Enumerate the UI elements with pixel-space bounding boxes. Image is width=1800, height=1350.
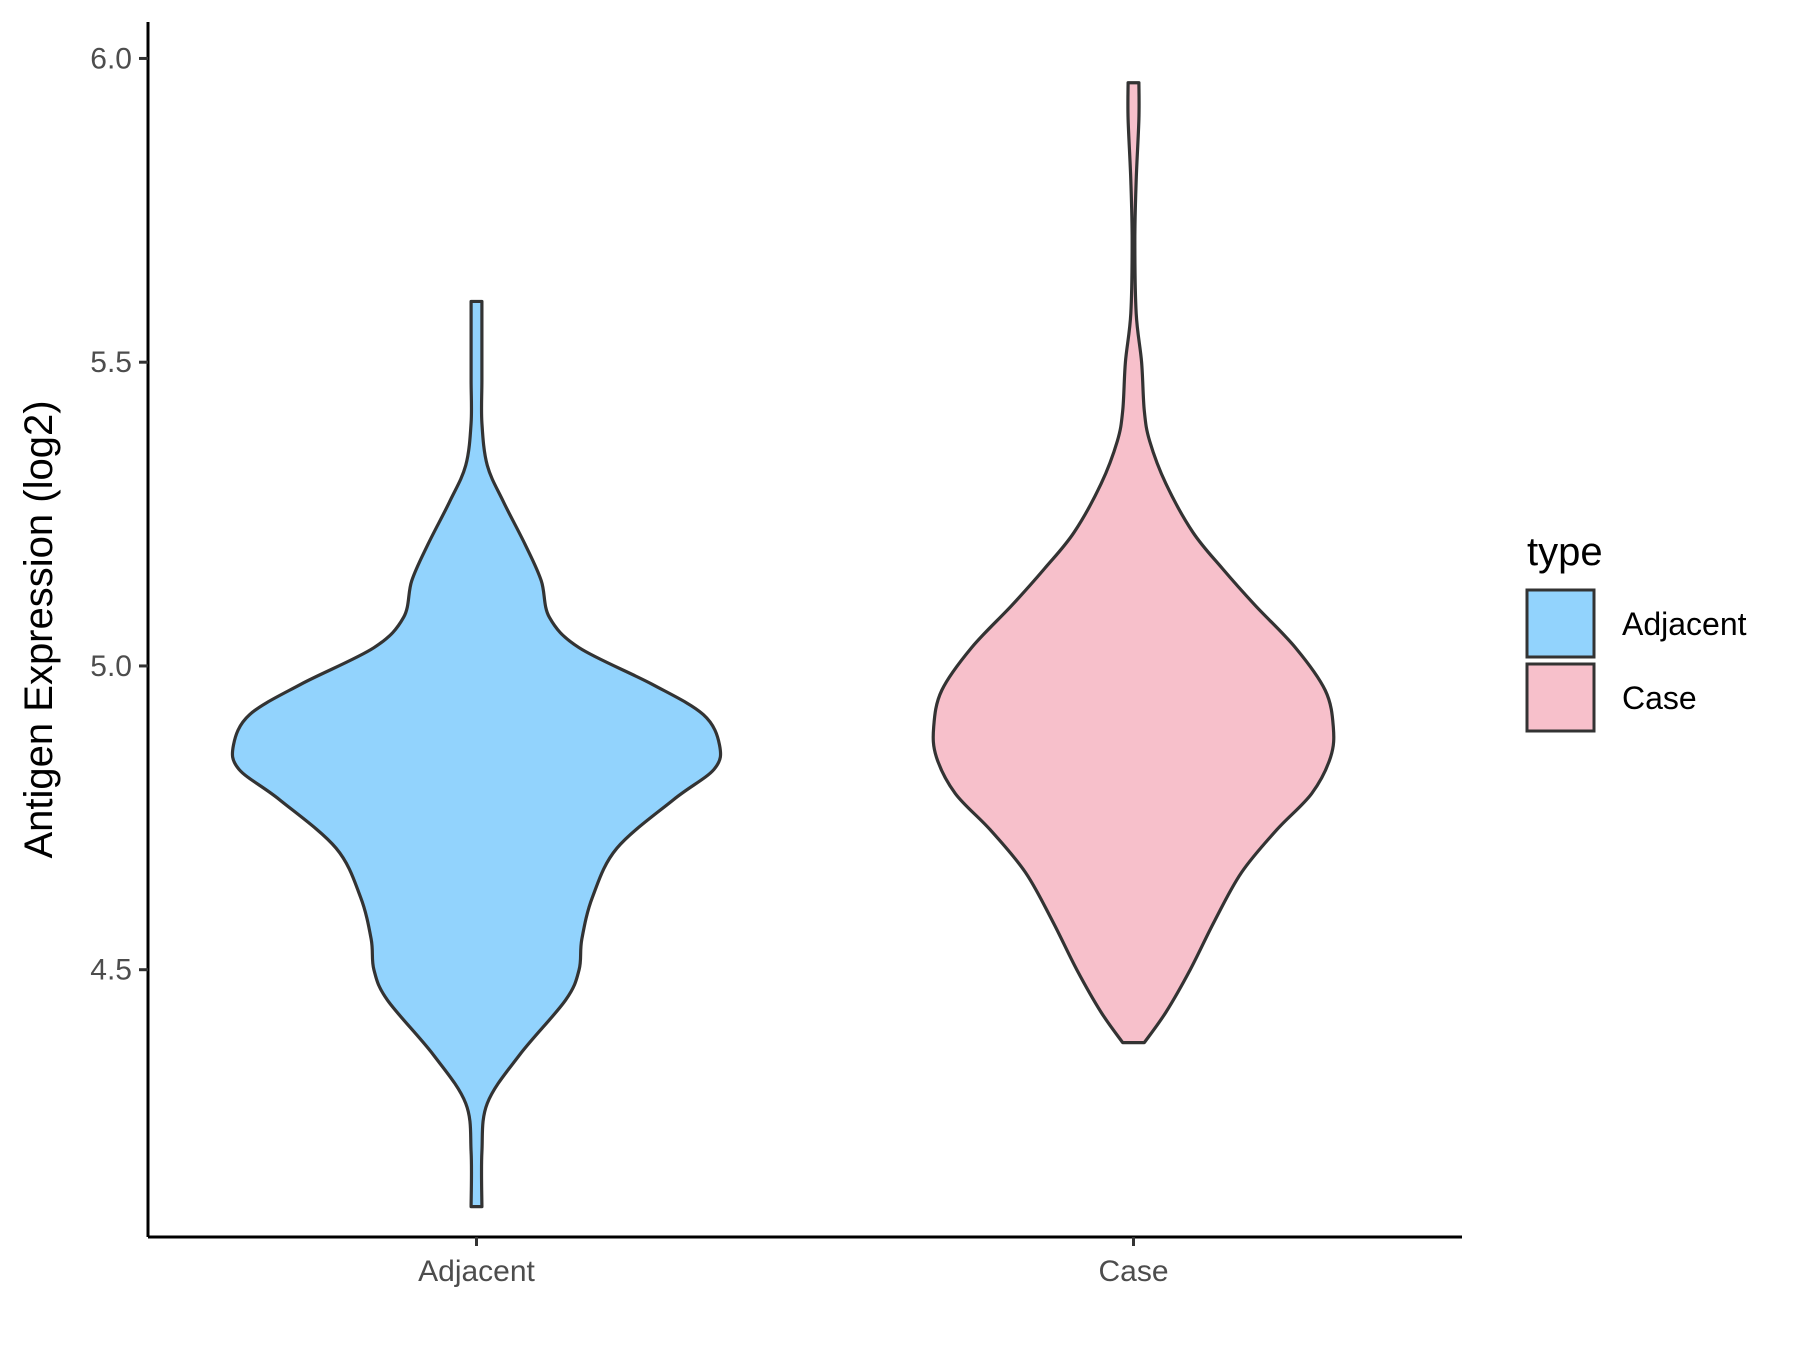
legend-label-adjacent: Adjacent [1622, 606, 1747, 642]
y-tick-label: 4.5 [90, 954, 132, 987]
x-tick-label: Case [1098, 1255, 1168, 1288]
y-axis-title: Antigen Expression (log2) [17, 400, 61, 858]
violins-layer [230, 81, 1336, 1209]
x-tick-label: Adjacent [418, 1255, 535, 1288]
y-tick-label: 5.0 [90, 650, 132, 683]
axes-layer: 4.5 5.0 5.5 6.0 Adjacent Case Antigen Expressi… [17, 22, 1462, 1288]
y-tick-label: 6.0 [90, 42, 132, 75]
violin-case [931, 81, 1336, 1045]
legend: type Adjacent Case [1525, 530, 1747, 733]
legend-label-case: Case [1622, 680, 1697, 716]
legend-title: type [1527, 530, 1603, 574]
legend-key-case [1525, 662, 1596, 733]
legend-key-adjacent [1525, 588, 1596, 659]
violin-adjacent [230, 299, 723, 1209]
y-tick-label: 5.5 [90, 346, 132, 379]
